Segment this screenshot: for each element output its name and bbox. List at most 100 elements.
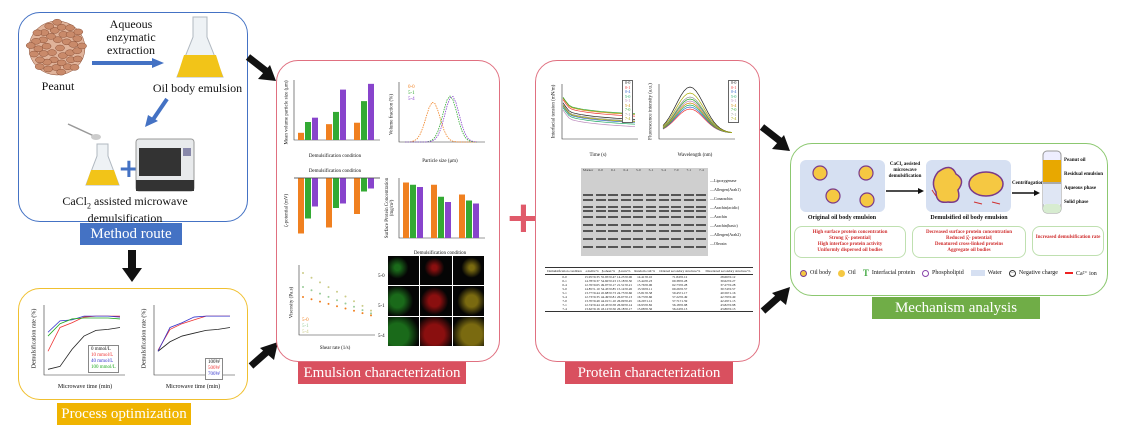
series-line: [662, 100, 733, 133]
table-cell: 5-4: [562, 295, 567, 299]
bar: [368, 83, 374, 140]
gel-band-labels: —Lipoxygenase —Allergen(Arah1) —Conarachin…: [710, 176, 741, 248]
gel-lane-label: 5-1: [648, 168, 654, 172]
table-cell: 71.84±0.12: [672, 275, 688, 279]
peanut-kernel: [69, 64, 80, 71]
peanut-kernel: [29, 50, 39, 58]
table-cell: 21.51±0.21: [617, 283, 633, 287]
bar: [333, 111, 339, 140]
gel-band: [620, 194, 631, 196]
cacl2-demulsification-label: CaCl2 assisted microwave demulsification: [62, 194, 188, 226]
data-point: [370, 312, 372, 315]
arrow-right-icon: [92, 58, 164, 68]
arrow-right-icon: [886, 188, 924, 194]
c4-xlabel: Demulsification condition: [413, 251, 467, 256]
data-point: [319, 281, 321, 284]
legend-item: 100 mmol/L: [91, 365, 116, 370]
table-cell: 13.62±0.16: [584, 307, 600, 311]
gel-band: [583, 238, 593, 240]
bar: [473, 203, 479, 238]
bar: [368, 178, 374, 189]
table-cell: 0-0: [562, 275, 567, 279]
peanut-kernel: [41, 42, 52, 50]
bar: [361, 178, 367, 192]
peanut-kernel: [25, 42, 36, 49]
legend-item: 0-4: [731, 89, 737, 94]
table-cell: 69.38±0.28: [672, 279, 688, 283]
gel-band: [658, 216, 669, 218]
table-cell: 15.95±0.35: [584, 275, 600, 279]
arrow-down-left-icon: [145, 97, 169, 127]
gel-band: [608, 230, 619, 232]
gel-band-label: —Arachin: [710, 214, 727, 219]
table-cell: 13.70±0.49: [584, 299, 600, 303]
step-cacl2-microwave: CaCl₂ assisted microwave demulsification: [888, 162, 922, 179]
peanut-kernel: [38, 50, 49, 57]
series-line: [662, 104, 733, 134]
c3-ylabel: ζ-potential (mV): [284, 193, 290, 228]
bar: [305, 122, 311, 140]
table-cell: 62.73±0.28: [672, 283, 688, 287]
table-cell: 14.41±0.10: [637, 275, 653, 279]
gel-band: [646, 224, 656, 226]
table-header: β-sheet/%: [600, 267, 617, 275]
legend-item: 7-0: [625, 107, 631, 112]
protein-characterization-title: Protein characterization: [565, 362, 733, 384]
peanut-kernel: [72, 35, 83, 42]
axis: [658, 84, 735, 140]
c4-ylabel: Surface Protein Concentration (mg/m²): [385, 177, 395, 239]
gel-lane-label: 5-0: [636, 168, 641, 172]
data-point: [302, 296, 304, 298]
table-header: β-turn/%: [616, 267, 633, 275]
legend-item: 40 mmol/L: [91, 359, 114, 364]
table-row: 7-1 12.74±0.44 43.45±0.58 26.90±0.14 16.93±0…: [545, 303, 753, 307]
table-cell: 55.95±0.47: [600, 275, 616, 279]
bar: [403, 182, 409, 238]
gel-band: [620, 230, 631, 232]
gel-band: [646, 206, 656, 208]
table-cell: 26.67±0.13: [617, 295, 633, 299]
bar: [298, 178, 304, 234]
table-cell: 28.66±0.12: [720, 275, 736, 279]
gel-band: [633, 230, 644, 232]
gel-band: [583, 224, 593, 226]
table-cell: 24.75±0.66: [617, 291, 633, 295]
micrograph: [420, 286, 452, 316]
gel-band: [696, 230, 707, 232]
table-cell: 12.73±0.35: [584, 295, 600, 299]
legend-interfacial-protein: T Interfacial protein: [862, 268, 916, 278]
data-point: [370, 314, 372, 317]
chart-viscosity: [298, 265, 375, 336]
gel-band: [671, 194, 682, 196]
gel-band: [671, 206, 682, 208]
table-cell: 59.45±1.17: [672, 291, 688, 295]
c1-ylabel: Mean volume particle size (μm): [284, 80, 290, 145]
flask-icon: [176, 16, 224, 78]
gel-band: [608, 206, 619, 208]
bar: [340, 178, 346, 204]
gel-band: [683, 206, 694, 208]
legend-water: Water: [970, 270, 1002, 276]
table-cell: 15.81±0.58: [637, 291, 653, 295]
bar: [298, 132, 304, 140]
gel-lane: 0-4: [620, 168, 632, 256]
bar: [333, 178, 339, 208]
table-cell: 7-0: [562, 299, 567, 303]
gel-band: [583, 206, 593, 208]
table-cell: 7-1: [562, 303, 567, 307]
gel-band: [658, 230, 669, 232]
series-line: [47, 317, 121, 337]
chart-fluorescence: [658, 84, 735, 140]
table-cell: 12.74±0.44: [584, 303, 600, 307]
table-cell: 26.90±0.14: [617, 303, 633, 307]
bar: [417, 187, 423, 238]
gel-band: [620, 246, 631, 248]
original-emulsion-scene: [800, 160, 885, 212]
peanut-kernel: [65, 31, 76, 38]
table-header: Disordered secondary structure/%: [702, 267, 753, 275]
peanut-kernel: [47, 49, 57, 56]
gel-band: [658, 210, 669, 212]
legend-item: 7-4: [731, 116, 737, 121]
gel-band-label: —Allergen(Arah1): [710, 187, 741, 192]
peanut-kernel: [77, 42, 87, 50]
